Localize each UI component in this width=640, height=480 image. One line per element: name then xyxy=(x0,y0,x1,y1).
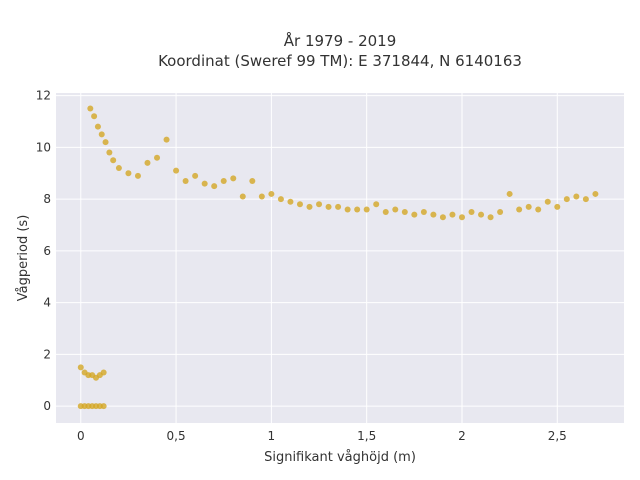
scatter-point xyxy=(100,403,107,410)
scatter-point xyxy=(306,203,313,210)
scatter-point xyxy=(487,214,494,221)
x-tick-label: 0,5 xyxy=(167,429,186,443)
scatter-point xyxy=(497,209,504,216)
scatter-point xyxy=(134,172,141,179)
scatter-point xyxy=(98,131,105,138)
y-tick-label: 0 xyxy=(43,399,51,413)
x-tick-label: 2 xyxy=(458,429,466,443)
scatter-point xyxy=(115,165,122,172)
scatter-point xyxy=(125,170,132,177)
y-axis-title: Vågperiod (s) xyxy=(16,215,31,302)
scatter-point xyxy=(573,193,580,200)
plot-area xyxy=(56,93,624,423)
scatter-point xyxy=(544,198,551,205)
scatter-point xyxy=(91,113,98,120)
scatter-point xyxy=(296,201,303,208)
y-tick-label: 4 xyxy=(43,296,51,310)
scatter-point xyxy=(354,206,361,213)
scatter-point xyxy=(516,206,523,213)
scatter-point xyxy=(106,149,113,156)
scatter-point xyxy=(335,203,342,210)
scatter-point xyxy=(287,198,294,205)
scatter-point xyxy=(249,178,256,184)
scatter-point xyxy=(277,196,284,203)
y-tick-label: 10 xyxy=(36,140,51,154)
scatter-point xyxy=(325,203,332,210)
scatter-point xyxy=(258,193,265,200)
scatter-point xyxy=(382,209,389,216)
scatter-point xyxy=(201,180,208,187)
scatter-point xyxy=(144,159,151,166)
x-axis-ticks: 0 0,5 1 1,5 2 2,5 xyxy=(77,429,567,443)
x-tick-label: 1 xyxy=(268,429,276,443)
scatter-point xyxy=(439,214,446,221)
scatter-point xyxy=(392,206,399,213)
x-tick-label: 1,5 xyxy=(357,429,376,443)
scatter-point xyxy=(411,211,418,218)
scatter-point xyxy=(211,183,218,190)
chart-title-line-2: Koordinat (Sweref 99 TM): E 371844, N 61… xyxy=(158,52,522,70)
y-axis-ticks: 0 2 4 6 8 10 12 xyxy=(36,89,51,414)
scatter-point xyxy=(535,206,542,213)
scatter-point xyxy=(563,196,570,203)
scatter-point xyxy=(163,136,170,143)
scatter-point xyxy=(582,196,589,203)
scatter-point xyxy=(430,211,437,218)
grid xyxy=(56,93,624,423)
scatter-point xyxy=(268,190,275,197)
scatter-point xyxy=(102,139,109,146)
scatter-point xyxy=(182,178,189,184)
scatter-point xyxy=(363,206,370,213)
scatter-point xyxy=(506,190,513,197)
scatter-point xyxy=(401,209,408,216)
x-tick-label: 0 xyxy=(77,429,85,443)
scatter-point xyxy=(478,211,485,218)
scatter-point xyxy=(458,214,465,221)
scatter-point xyxy=(468,209,475,216)
scatter-point xyxy=(554,203,561,210)
scatter-point xyxy=(173,167,180,174)
y-tick-label: 8 xyxy=(43,192,51,206)
scatter-point xyxy=(192,172,199,179)
y-tick-label: 2 xyxy=(43,347,51,361)
scatter-point xyxy=(100,369,107,376)
data-points xyxy=(77,105,599,410)
scatter-point xyxy=(344,206,351,213)
scatter-point xyxy=(110,157,117,164)
scatter-point xyxy=(87,105,94,112)
scatter-point xyxy=(420,209,427,216)
chart-title-line-1: År 1979 - 2019 xyxy=(284,31,397,50)
scatter-point xyxy=(525,203,532,210)
y-tick-label: 12 xyxy=(36,89,51,103)
y-tick-label: 6 xyxy=(43,244,51,258)
scatter-point xyxy=(449,211,456,218)
x-axis-title: Signifikant våghöjd (m) xyxy=(264,450,416,465)
scatter-point xyxy=(94,123,101,130)
x-tick-label: 2,5 xyxy=(548,429,567,443)
scatter-point xyxy=(592,190,599,197)
scatter-point xyxy=(230,175,237,182)
scatter-point xyxy=(220,178,227,184)
scatter-point xyxy=(77,364,84,371)
scatter-point xyxy=(316,201,323,208)
scatter-point xyxy=(373,201,380,208)
scatter-point xyxy=(154,154,161,161)
scatter-point xyxy=(239,193,246,200)
